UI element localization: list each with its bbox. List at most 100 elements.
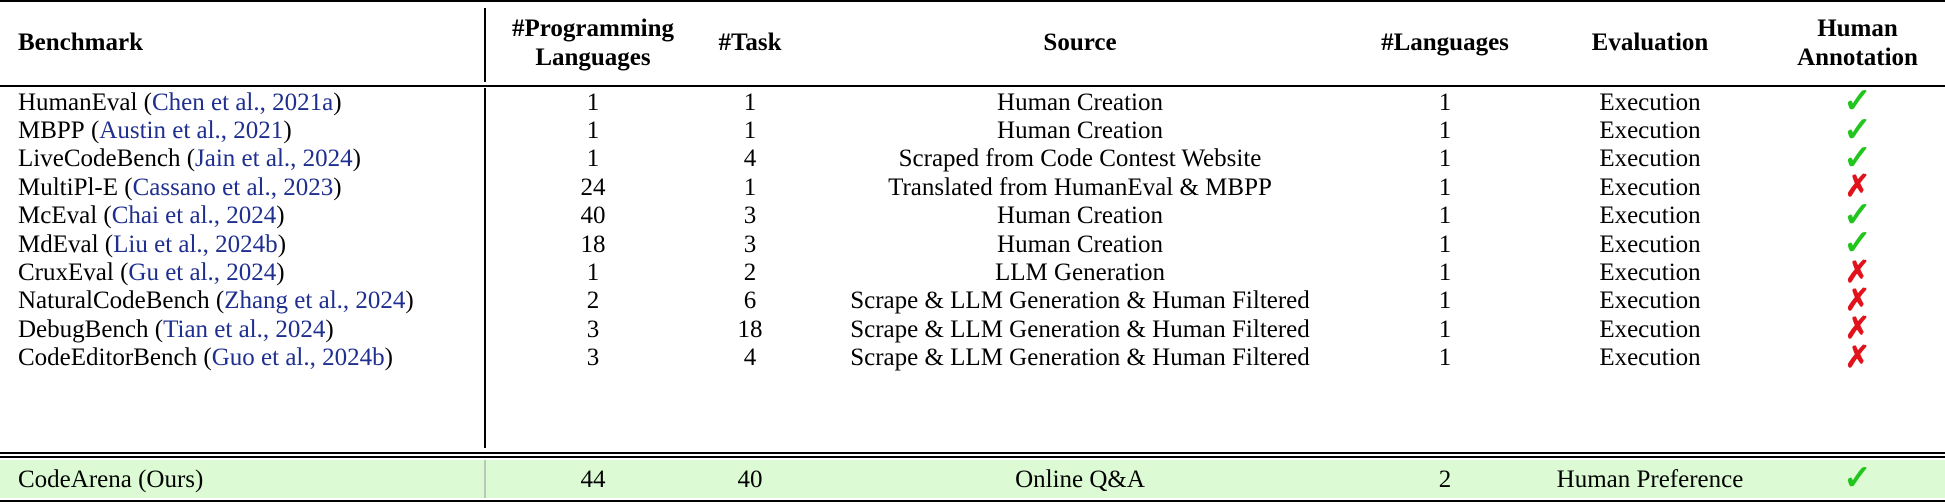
check-mark-icon: ✓	[1843, 140, 1872, 177]
programming-languages-count: 1	[586, 88, 600, 116]
header-row: Benchmark #Programming Languages #Task So…	[0, 4, 1945, 82]
benchmark-name: CodeEditorBench (Guo et al., 2024b)	[18, 344, 488, 372]
citation-link[interactable]: Zhang et al., 2024	[224, 287, 406, 315]
check-mark-icon: ✓	[1843, 83, 1872, 121]
task-count: 1	[743, 117, 757, 145]
benchmark-title: NaturalCodeBench	[18, 287, 210, 315]
benchmark-title: CodeEditorBench	[18, 344, 198, 372]
separator-rule-1	[0, 452, 1945, 454]
cite-open-paren: (	[118, 173, 133, 201]
evaluation-cell: Execution	[1599, 344, 1701, 372]
cite-close-paren: )	[276, 259, 285, 287]
cite-open-paren: (	[113, 259, 129, 287]
cite-close-paren: )	[333, 173, 342, 201]
cite-close-paren: )	[325, 315, 334, 343]
source-cell: LLM Generation	[994, 259, 1166, 287]
ours-task-count: 40	[737, 465, 763, 493]
benchmark-title: CruxEval	[18, 259, 114, 287]
citation-link[interactable]: Chai et al., 2024	[111, 202, 277, 230]
human-annotation-cell: ✓	[1770, 140, 1945, 177]
languages-count: 1	[1438, 173, 1452, 201]
cite-open-paren: (	[197, 344, 212, 372]
evaluation-cell: Execution	[1599, 145, 1701, 173]
cite-open-paren: (	[148, 315, 164, 343]
source-cell: Human Creation	[997, 202, 1163, 230]
top-rule	[0, 0, 1945, 2]
citation-link[interactable]: Gu et al., 2024	[128, 259, 277, 287]
benchmark-name: MultiPl-E (Cassano et al., 2023)	[18, 173, 488, 201]
benchmark-name: HumanEval (Chen et al., 2021a)	[18, 88, 488, 116]
source-cell: Scrape & LLM Generation & Human Filtered	[850, 315, 1310, 343]
source-cell: Translated from HumanEval & MBPP	[888, 173, 1272, 201]
languages-count: 1	[1438, 230, 1452, 258]
source-cell: Human Creation	[997, 88, 1163, 116]
benchmark-title: LiveCodeBench	[18, 145, 181, 173]
evaluation-cell: Execution	[1599, 173, 1701, 201]
human-annotation-cell: ✓	[1770, 83, 1945, 121]
cross-mark-icon: ✗	[1844, 340, 1871, 374]
cross-mark-icon: ✗	[1844, 170, 1871, 204]
evaluation-cell: Execution	[1599, 230, 1701, 258]
header-benchmark: Benchmark	[18, 29, 143, 57]
cite-close-paren: )	[352, 145, 361, 173]
check-mark-icon: ✓	[1843, 196, 1872, 234]
human-annotation-cell: ✗	[1770, 284, 1945, 317]
cross-mark-icon: ✗	[1844, 284, 1871, 317]
cite-close-paren: )	[384, 344, 393, 372]
bottom-rule	[0, 500, 1945, 502]
header-rule	[0, 85, 1945, 87]
citation-link[interactable]: Guo et al., 2024b	[211, 344, 385, 372]
task-count: 1	[743, 88, 757, 116]
check-mark-icon: ✓	[1843, 225, 1872, 263]
citation-link[interactable]: Tian et al., 2024	[163, 315, 326, 343]
citation-link[interactable]: Jain et al., 2024	[195, 145, 353, 173]
task-count: 4	[743, 344, 757, 372]
citation-link[interactable]: Liu et al., 2024b	[113, 230, 278, 258]
header-human-annotation: Human Annotation	[1770, 4, 1945, 82]
human-annotation-cell: ✓	[1770, 196, 1945, 234]
cite-close-paren: )	[283, 117, 292, 145]
evaluation-cell: Execution	[1599, 117, 1701, 145]
benchmark-name: MdEval (Liu et al., 2024b)	[18, 230, 488, 258]
table-row: MdEval (Liu et al., 2024b) 18 3 Human Creat…	[0, 225, 1945, 263]
ours-programming-languages: 44	[580, 465, 606, 493]
programming-languages-count: 1	[586, 145, 600, 173]
ours-source: Online Q&A	[1015, 465, 1145, 493]
programming-languages-count: 24	[580, 173, 606, 201]
human-annotation-cell: ✗	[1770, 170, 1945, 204]
cross-mark-icon: ✗	[1844, 312, 1871, 346]
citation-link[interactable]: Chen et al., 2021a	[152, 88, 334, 116]
benchmark-name: LiveCodeBench (Jain et al., 2024)	[18, 145, 488, 173]
header-languages: #Languages	[1381, 29, 1509, 57]
check-mark-icon: ✓	[1843, 111, 1872, 149]
citation-link[interactable]: Cassano et al., 2023	[132, 173, 334, 201]
benchmark-name: McEval (Chai et al., 2024)	[18, 202, 488, 230]
human-annotation-cell: ✓	[1770, 225, 1945, 263]
benchmark-title: DebugBench	[18, 315, 149, 343]
task-count: 18	[737, 315, 763, 343]
languages-count: 1	[1438, 315, 1452, 343]
benchmark-title: McEval	[18, 202, 98, 230]
header-task: #Task	[718, 29, 782, 57]
programming-languages-count: 3	[586, 344, 600, 372]
benchmark-name: NaturalCodeBench (Zhang et al., 2024)	[18, 287, 488, 315]
citation-link[interactable]: Austin et al., 2021	[99, 117, 284, 145]
column-divider-body	[484, 88, 486, 448]
benchmark-title: MBPP	[18, 117, 85, 145]
programming-languages-count: 3	[586, 315, 600, 343]
table-row: HumanEval (Chen et al., 2021a) 1 1 Human Cr…	[0, 83, 1945, 121]
evaluation-cell: Execution	[1599, 287, 1701, 315]
cite-open-paren: (	[98, 230, 114, 258]
cite-open-paren: (	[180, 145, 196, 173]
header-source: Source	[1043, 29, 1117, 57]
cite-close-paren: )	[277, 230, 287, 258]
ours-row-highlight	[0, 460, 1945, 498]
benchmark-name: MBPP (Austin et al., 2021)	[18, 116, 488, 144]
table-row: DebugBench (Tian et al., 2024) 3 18 Scrape …	[0, 312, 1945, 346]
source-cell: Human Creation	[997, 117, 1163, 145]
languages-count: 1	[1438, 145, 1452, 173]
programming-languages-count: 18	[580, 230, 606, 258]
source-cell: Scrape & LLM Generation & Human Filtered	[850, 344, 1310, 372]
benchmark-title: MultiPl-E	[18, 173, 119, 201]
